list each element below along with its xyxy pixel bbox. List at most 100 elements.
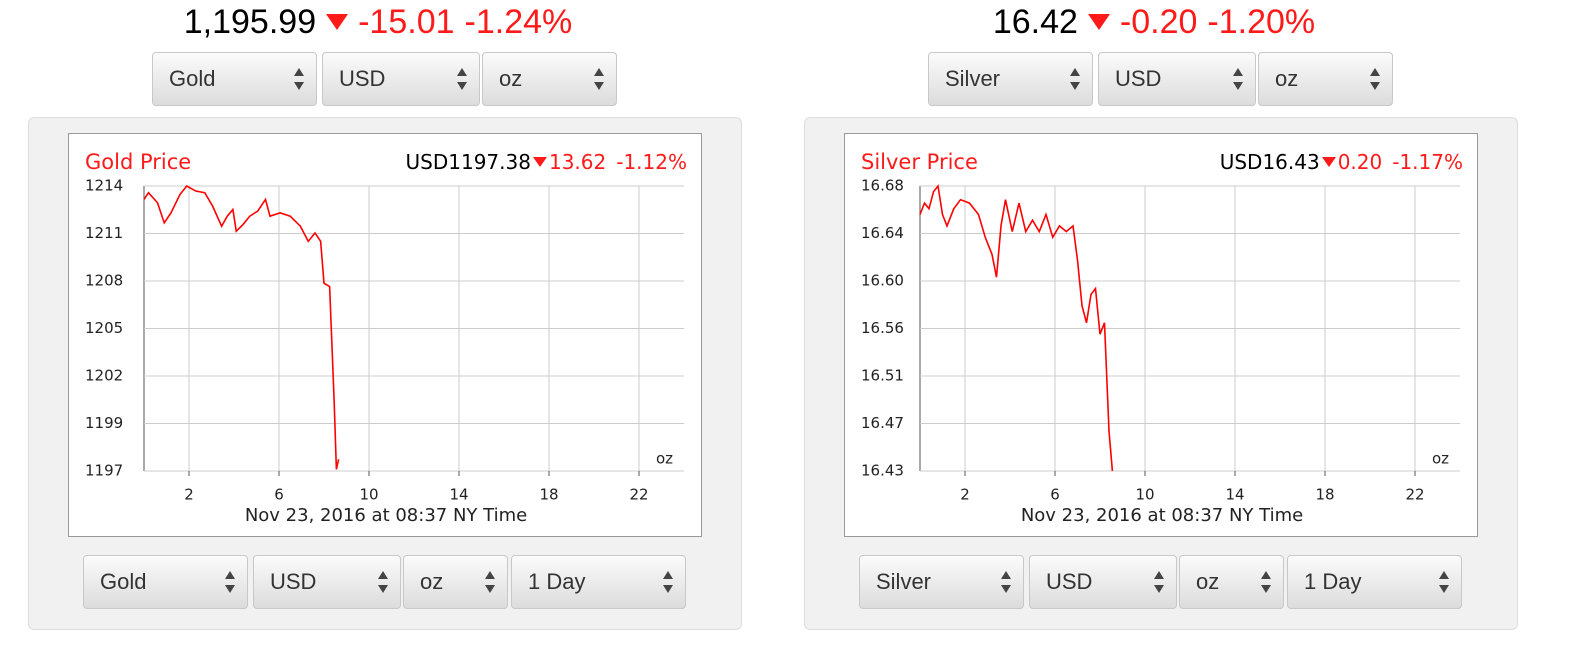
up-arrow: [1154, 571, 1164, 579]
triangle: [532, 157, 547, 167]
up-arrow: [1261, 571, 1271, 579]
dropdown-arrows: [457, 68, 467, 90]
y-tick-label: 1211: [85, 224, 123, 242]
chart-frame: Gold Price 1197 1199 1202 1205 1208 1211 1214 2 6…: [68, 133, 702, 537]
down-arrow: [1154, 585, 1164, 593]
x-tick-label: 14: [1225, 486, 1244, 504]
y-tick-label: 16.43: [861, 462, 904, 480]
dropdown-arrows: [1001, 571, 1011, 593]
x-axis-label: Nov 23, 2016 at 08:37 NY Time: [1021, 505, 1303, 526]
chart: Silver Price 16.43 16.47 16.51 16.56 16.60 16.…: [861, 150, 1460, 526]
dropdown-arrows: [485, 571, 495, 593]
x-tick-label: 14: [449, 486, 468, 504]
quote-price: USD1197.38: [405, 150, 531, 174]
dropdown-arrows: [1070, 68, 1080, 90]
dropdown[interactable]: 1 Day: [511, 555, 686, 609]
down-arrow: [663, 585, 673, 593]
down-arrow: [1070, 82, 1080, 90]
quote-percent: -1.12%: [616, 150, 687, 174]
y-tick-label: 1214: [85, 177, 123, 195]
y-tick-label: 1208: [85, 272, 123, 290]
dropdown-arrows: [1370, 68, 1380, 90]
price-header: 16.42 -0.20 -1.20%: [776, 0, 1532, 44]
down-arrow: [378, 585, 388, 593]
axes: 1197 1199 1202 1205 1208 1211 1214 2 6 10 14 18 22: [85, 177, 684, 504]
x-axis-label: Nov 23, 2016 at 08:37 NY Time: [245, 505, 527, 526]
dropdown-arrows: [1439, 571, 1449, 593]
dropdown-arrows: [378, 571, 388, 593]
down-arrow-icon: [1321, 157, 1336, 167]
x-tick-label: 2: [184, 486, 194, 504]
dropdown-arrows: [1261, 571, 1271, 593]
x-tick-label: 10: [1135, 486, 1154, 504]
price-change: -0.20: [1119, 2, 1198, 41]
price-line: [919, 184, 1114, 472]
y-tick-label: 1197: [85, 462, 123, 480]
quote-change: 0.20: [1337, 150, 1383, 174]
dropdown[interactable]: USD: [253, 555, 401, 609]
dropdown[interactable]: Gold: [83, 555, 248, 609]
quote-change: 13.62: [548, 150, 607, 174]
dropdown-arrows: [1154, 571, 1164, 593]
dropdown[interactable]: USD: [322, 52, 480, 106]
chart-title: Gold Price: [85, 150, 191, 174]
y-tick-label: 1202: [85, 366, 123, 384]
down-arrow: [1261, 585, 1271, 593]
down-arrow-icon: [532, 157, 547, 167]
up-arrow: [1001, 571, 1011, 579]
chart-title: Silver Price: [861, 150, 978, 174]
up-arrow: [485, 571, 495, 579]
y-tick-label: 16.51: [861, 367, 904, 385]
y-tick-label: 16.56: [861, 319, 904, 337]
dropdown[interactable]: Gold: [152, 52, 317, 106]
dropdown[interactable]: oz: [1258, 52, 1393, 106]
down-arrow-icon: [326, 14, 349, 30]
dropdown-arrows: [663, 571, 673, 593]
up-arrow: [378, 571, 388, 579]
unit-label: oz: [1432, 450, 1449, 468]
dropdown[interactable]: oz: [482, 52, 617, 106]
quote-price: USD16.43: [1219, 150, 1320, 174]
down-arrow: [1233, 82, 1243, 90]
y-tick-label: 16.47: [861, 414, 904, 432]
x-tick-label: 2: [960, 486, 970, 504]
unit-label: oz: [656, 450, 673, 468]
x-tick-label: 6: [274, 486, 284, 504]
x-tick-label: 18: [1315, 486, 1334, 504]
price-line: [143, 184, 340, 470]
y-tick-label: 1205: [85, 319, 123, 337]
dropdown[interactable]: USD: [1029, 555, 1177, 609]
dropdown[interactable]: oz: [1179, 555, 1284, 609]
dropdown-arrows: [594, 68, 604, 90]
up-arrow: [1370, 68, 1380, 76]
up-arrow: [225, 571, 235, 579]
price-percent: -1.20%: [1207, 2, 1316, 41]
down-arrow: [1001, 585, 1011, 593]
dropdown[interactable]: Silver: [859, 555, 1024, 609]
up-arrow: [457, 68, 467, 76]
quote-percent: -1.17%: [1392, 150, 1463, 174]
price-change: -15.01: [358, 2, 455, 41]
down-arrow-icon: [1087, 14, 1110, 30]
dropdown[interactable]: 1 Day: [1287, 555, 1462, 609]
up-arrow: [1233, 68, 1243, 76]
chart: Gold Price 1197 1199 1202 1205 1208 1211 1214 2 6…: [85, 150, 684, 526]
down-arrow: [485, 585, 495, 593]
y-tick-label: 16.64: [861, 224, 904, 242]
x-tick-label: 18: [539, 486, 558, 504]
dropdown-arrows: [1233, 68, 1243, 90]
down-arrow: [294, 82, 304, 90]
dropdown-arrows: [294, 68, 304, 90]
dropdown[interactable]: oz: [403, 555, 508, 609]
triangle: [1321, 157, 1336, 167]
dropdown[interactable]: Silver: [928, 52, 1093, 106]
chart-frame: Silver Price 16.43 16.47 16.51 16.56 16.60 16.…: [844, 133, 1478, 537]
price: 16.42: [992, 2, 1078, 41]
dropdown[interactable]: USD: [1098, 52, 1256, 106]
down-arrow: [1439, 585, 1449, 593]
y-tick-label: 16.60: [861, 271, 904, 289]
triangle: [326, 14, 349, 30]
up-arrow: [294, 68, 304, 76]
up-arrow: [663, 571, 673, 579]
